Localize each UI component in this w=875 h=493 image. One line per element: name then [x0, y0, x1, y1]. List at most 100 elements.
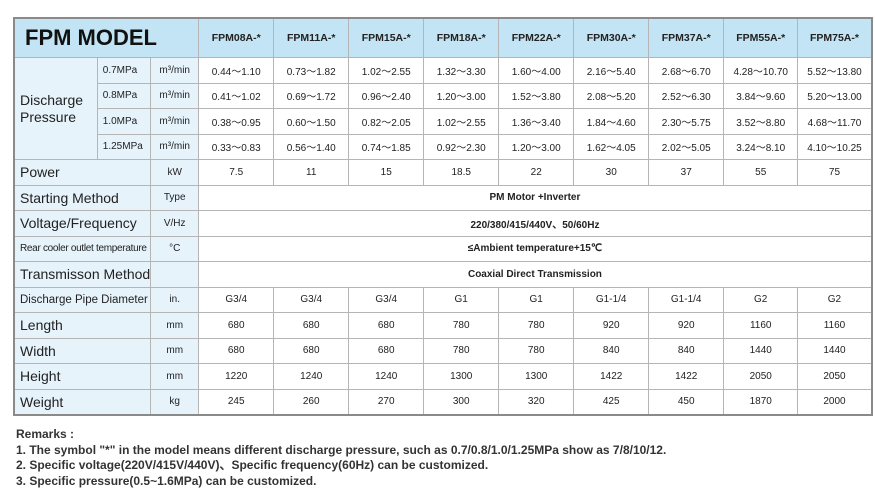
value-cell: 840 — [573, 337, 650, 364]
value-cell: 0.92～2.30 — [423, 133, 500, 160]
model-header: FPM11A-* — [273, 17, 350, 58]
value-cell: 1870 — [723, 388, 799, 416]
value-cell: 1160 — [797, 312, 873, 339]
value-cell: 1440 — [797, 337, 873, 364]
value-cell: 1.60～4.00 — [498, 57, 575, 84]
row-label: Starting Method — [13, 184, 152, 211]
value-cell: 5.20～13.00 — [797, 82, 873, 109]
model-header: FPM08A-* — [198, 17, 275, 58]
value-cell: 780 — [498, 337, 575, 364]
value-cell: 680 — [198, 337, 275, 364]
merged-value-cell: 220/380/415/440V、50/60Hz — [198, 210, 873, 237]
value-cell: 260 — [273, 388, 350, 416]
unit-label: in. — [150, 286, 200, 313]
value-cell: 680 — [348, 312, 425, 339]
pressure-label: 0.7MPa — [96, 57, 152, 84]
table-row: Starting Method Type PM Motor +Inverter — [13, 184, 873, 211]
unit-label: m³/min — [150, 57, 200, 84]
remarks: Remarks : 1. The symbol "*" in the model… — [16, 427, 666, 489]
merged-value-cell: PM Motor +Inverter — [198, 184, 873, 211]
value-cell: 1.84～4.60 — [573, 108, 650, 135]
unit-label: mm — [150, 312, 200, 339]
value-cell: 450 — [648, 388, 725, 416]
value-cell: 2.02～5.05 — [648, 133, 725, 160]
value-cell: 55 — [723, 159, 799, 186]
row-label: Power — [13, 159, 152, 186]
value-cell: 0.41～1.02 — [198, 82, 275, 109]
value-cell: 1240 — [348, 363, 425, 390]
value-cell: 4.68～11.70 — [797, 108, 873, 135]
value-cell: 0.44～1.10 — [198, 57, 275, 84]
value-cell: 0.33～0.83 — [198, 133, 275, 160]
row-label: Height — [13, 363, 152, 390]
table-row: Length mm 680 680 680 780 780 920 920 1160 1160 — [13, 312, 873, 339]
value-cell: 2.52～6.30 — [648, 82, 725, 109]
value-cell: 7.5 — [198, 159, 275, 186]
value-cell: 2.16～5.40 — [573, 57, 650, 84]
table-row: Discharge Pressure 0.7MPa m³/min 0.44～1.10 0… — [13, 57, 873, 160]
value-cell: 1.20～3.00 — [498, 133, 575, 160]
value-cell: 680 — [273, 337, 350, 364]
unit-label: kg — [150, 388, 200, 416]
unit-label: m³/min — [150, 133, 200, 160]
value-cell: 780 — [498, 312, 575, 339]
value-cell: 0.56～1.40 — [273, 133, 350, 160]
value-cell: 11 — [273, 159, 350, 186]
value-cell: 1220 — [198, 363, 275, 390]
value-cell: 920 — [648, 312, 725, 339]
table-row: 1.25MPa m³/min 0.33～0.83 0.56～1.40 0.74～1.85… — [14, 133, 873, 160]
value-cell: 320 — [498, 388, 575, 416]
table-row: Weight kg 245 260 270 300 320 425 450 1870 2000 — [13, 388, 873, 416]
value-cell: G3/4 — [273, 286, 350, 313]
value-cell: 840 — [648, 337, 725, 364]
header-row: FPM MODEL FPM08A-* FPM11A-* FPM15A-* FPM18A-… — [13, 17, 873, 58]
value-cell: 3.84～9.60 — [723, 82, 799, 109]
value-cell: 2050 — [723, 363, 799, 390]
value-cell: G1-1/4 — [573, 286, 650, 313]
model-header: FPM22A-* — [498, 17, 575, 58]
value-cell: 0.38～0.95 — [198, 108, 275, 135]
value-cell: 18.5 — [423, 159, 500, 186]
value-cell: 680 — [198, 312, 275, 339]
value-cell: 1300 — [423, 363, 500, 390]
value-cell: 0.96～2.40 — [348, 82, 425, 109]
value-cell: 3.52～8.80 — [723, 108, 799, 135]
value-cell: 22 — [498, 159, 575, 186]
table-row: 1.0MPa m³/min 0.38～0.95 0.60～1.50 0.82～2.05 1… — [14, 108, 873, 135]
unit-label: °C — [150, 235, 200, 262]
merged-value-cell: ≤Ambient temperature+15℃ — [198, 235, 873, 262]
table-row: Discharge Pipe Diameter in. G3/4 G3/4 G3/4 G1… — [13, 286, 873, 313]
value-cell: 780 — [423, 337, 500, 364]
pressure-label: 1.0MPa — [96, 108, 152, 135]
unit-label — [150, 261, 200, 288]
value-cell: 1.02～2.55 — [423, 108, 500, 135]
value-cell: 2000 — [797, 388, 873, 416]
model-header: FPM37A-* — [648, 17, 725, 58]
value-cell: G1 — [498, 286, 575, 313]
value-cell: G3/4 — [198, 286, 275, 313]
unit-label: m³/min — [150, 82, 200, 109]
value-cell: 4.10～10.25 — [797, 133, 873, 160]
value-cell: 425 — [573, 388, 650, 416]
value-cell: 1300 — [498, 363, 575, 390]
table-row: Transmisson Method Coaxial Direct Transmi… — [13, 261, 873, 288]
value-cell: 5.52～13.80 — [797, 57, 873, 84]
remark-item: 2. Specific voltage(220V/415V/440V)、Spec… — [16, 458, 489, 472]
table-row: Rear cooler outlet temperature °C ≤Ambient… — [13, 235, 873, 262]
value-cell: 1.62～4.05 — [573, 133, 650, 160]
specification-table: FPM MODEL FPM08A-* FPM11A-* FPM15A-* FPM18A-… — [13, 17, 873, 416]
row-label: Weight — [13, 388, 152, 416]
value-cell: 270 — [348, 388, 425, 416]
value-cell: 2.68～6.70 — [648, 57, 725, 84]
value-cell: 1160 — [723, 312, 799, 339]
table-row: Width mm 680 680 680 780 780 840 840 1440 1440 — [13, 337, 873, 364]
value-cell: 37 — [648, 159, 725, 186]
table-row: Voltage/Frequency V/Hz 220/380/415/440V、50… — [13, 210, 873, 237]
model-header: FPM75A-* — [797, 17, 873, 58]
model-header: FPM30A-* — [573, 17, 650, 58]
value-cell: 1.20～3.00 — [423, 82, 500, 109]
value-cell: 1.52～3.80 — [498, 82, 575, 109]
value-cell: 680 — [273, 312, 350, 339]
table-title: FPM MODEL — [13, 17, 200, 58]
value-cell: 1.32～3.30 — [423, 57, 500, 84]
